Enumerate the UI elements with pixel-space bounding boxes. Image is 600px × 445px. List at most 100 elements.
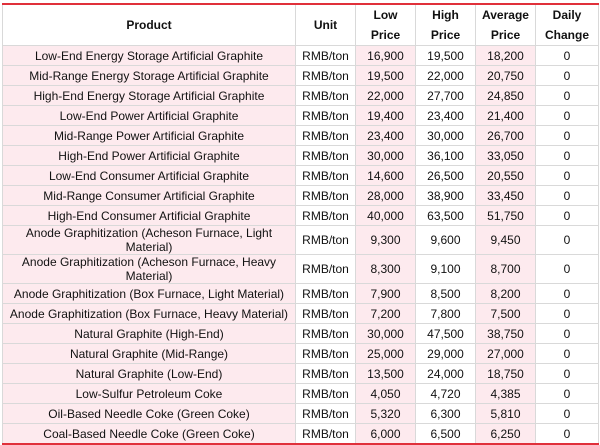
table-cell: 0 (535, 225, 599, 255)
table-cell: 0 (535, 125, 599, 146)
table-cell: 25,000 (355, 343, 416, 364)
table-cell: 19,400 (355, 105, 416, 126)
table-cell: 0 (535, 205, 599, 226)
table-cell: 21,400 (475, 105, 536, 126)
table-cell: 47,500 (415, 323, 476, 344)
table-cell: RMB/ton (295, 185, 356, 206)
table-cell: 9,450 (475, 225, 536, 255)
table-cell: 38,900 (415, 185, 476, 206)
header-cell: High Price (415, 3, 476, 46)
table-row: Low-End Consumer Artificial Graphite RMB/… (2, 165, 599, 186)
header-row: Product Unit Low Price High Price Average Pr… (2, 3, 599, 46)
table-cell: Oil-Based Needle Coke (Green Coke) (2, 403, 296, 424)
table-cell: RMB/ton (295, 165, 356, 186)
table-cell: 9,600 (415, 225, 476, 255)
table-cell: 6,000 (355, 423, 416, 445)
table-cell: RMB/ton (295, 45, 356, 66)
table-cell: 18,200 (475, 45, 536, 66)
table-cell: 0 (535, 303, 599, 324)
table-cell: Natural Graphite (High-End) (2, 323, 296, 344)
table-cell: RMB/ton (295, 283, 356, 304)
table-cell: 27,700 (415, 85, 476, 106)
table-cell: Natural Graphite (Low-End) (2, 363, 296, 384)
header-text: High Price (430, 8, 461, 42)
header-text: Daily Change (544, 8, 589, 42)
table-cell: Mid-Range Power Artificial Graphite (2, 125, 296, 146)
table-cell: 33,050 (475, 145, 536, 166)
table-cell: 7,500 (475, 303, 536, 324)
table-cell: 26,700 (475, 125, 536, 146)
table-cell: 0 (535, 283, 599, 304)
table-cell: RMB/ton (295, 145, 356, 166)
table-cell: 0 (535, 85, 599, 106)
table-cell: RMB/ton (295, 343, 356, 364)
table-cell: RMB/ton (295, 105, 356, 126)
table-cell: 51,750 (475, 205, 536, 226)
table-row: Oil-Based Needle Coke (Green Coke) RMB/to… (2, 403, 599, 424)
table-cell: 8,700 (475, 254, 536, 284)
table-cell: RMB/ton (295, 423, 356, 445)
table-cell: 19,500 (355, 65, 416, 86)
table-row: Mid-Range Energy Storage Artificial Grap… (2, 65, 599, 86)
table-cell: 0 (535, 45, 599, 66)
table-row: Natural Graphite (High-End) RMB/ton 30,000… (2, 323, 599, 344)
table-row: High-End Power Artificial Graphite RMB/to… (2, 145, 599, 166)
table-cell: 0 (535, 363, 599, 384)
table-cell: 24,850 (475, 85, 536, 106)
header-text: Low Price (370, 8, 401, 42)
table-cell: 6,300 (415, 403, 476, 424)
table-cell: Anode Graphitization (Box Furnace, Light… (2, 283, 296, 304)
table-cell: 36,100 (415, 145, 476, 166)
header-text: Unit (313, 18, 338, 32)
header-cell: Product (2, 3, 296, 46)
table-cell: 23,400 (355, 125, 416, 146)
table-cell: 16,900 (355, 45, 416, 66)
table-cell: Low-End Energy Storage Artificial Graphi… (2, 45, 296, 66)
table-cell: Mid-Range Consumer Artificial Graphite (2, 185, 296, 206)
table-cell: 6,500 (415, 423, 476, 445)
table-cell: Anode Graphitization (Acheson Furnace, L… (2, 225, 296, 255)
table-cell: 0 (535, 165, 599, 186)
table-cell: Anode Graphitization (Acheson Furnace, H… (2, 254, 296, 284)
table-cell: 40,000 (355, 205, 416, 226)
table-cell: RMB/ton (295, 383, 356, 404)
table-cell: RMB/ton (295, 323, 356, 344)
table-row: Anode Graphitization (Box Furnace, Heavy… (2, 303, 599, 324)
table-cell: 0 (535, 65, 599, 86)
table-cell: 20,550 (475, 165, 536, 186)
table-cell: 9,100 (415, 254, 476, 284)
table-cell: Natural Graphite (Mid-Range) (2, 343, 296, 364)
table-cell: 5,810 (475, 403, 536, 424)
table-cell: 22,000 (355, 85, 416, 106)
table-cell: 19,500 (415, 45, 476, 66)
table-row: Low-End Power Artificial Graphite RMB/ton… (2, 105, 599, 126)
table-row: Anode Graphitization (Box Furnace, Light… (2, 283, 599, 304)
table-row: Anode Graphitization (Acheson Furnace, H… (2, 254, 599, 284)
table-cell: High-End Power Artificial Graphite (2, 145, 296, 166)
price-table: Product Unit Low Price High Price Average Pr… (2, 3, 599, 445)
header-cell: Unit (295, 3, 356, 46)
table-cell: High-End Consumer Artificial Graphite (2, 205, 296, 226)
table-cell: 22,000 (415, 65, 476, 86)
table-cell: 0 (535, 254, 599, 284)
table-cell: 14,600 (355, 165, 416, 186)
table-row: Mid-Range Consumer Artificial Graphite RM… (2, 185, 599, 206)
table-cell: 27,000 (475, 343, 536, 364)
table-cell: 4,050 (355, 383, 416, 404)
table-row: Natural Graphite (Low-End) RMB/ton 13,500 2… (2, 363, 599, 384)
table-row: High-End Energy Storage Artificial Graph… (2, 85, 599, 106)
table-row: Natural Graphite (Mid-Range) RMB/ton 25,00… (2, 343, 599, 364)
table-row: High-End Consumer Artificial Graphite RMB… (2, 205, 599, 226)
table-cell: 6,250 (475, 423, 536, 445)
table-cell: RMB/ton (295, 363, 356, 384)
table-body: Low-End Energy Storage Artificial Graphi… (2, 45, 599, 445)
table-cell: 20,750 (475, 65, 536, 86)
table-cell: RMB/ton (295, 125, 356, 146)
table-cell: 63,500 (415, 205, 476, 226)
table-cell: RMB/ton (295, 403, 356, 424)
table-cell: 18,750 (475, 363, 536, 384)
table-cell: RMB/ton (295, 225, 356, 255)
table-cell: 0 (535, 343, 599, 364)
table-cell: RMB/ton (295, 85, 356, 106)
table-cell: 5,320 (355, 403, 416, 424)
